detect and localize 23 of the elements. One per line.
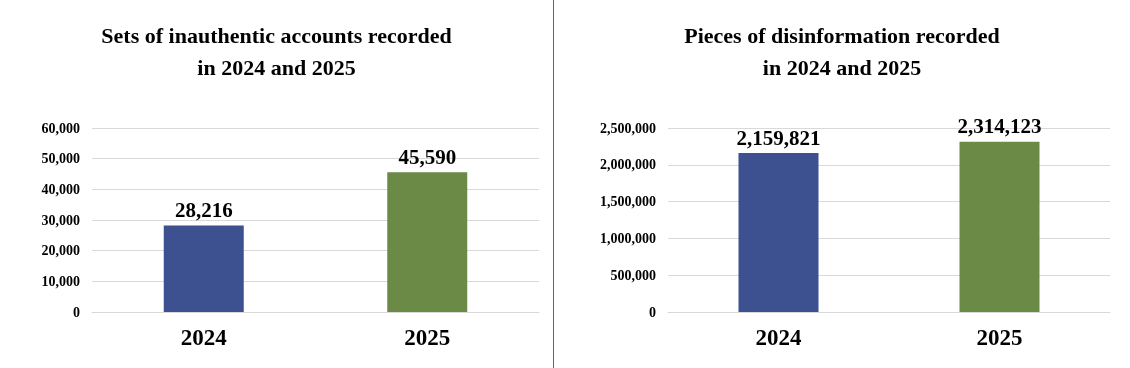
x-tick-label: 2025 (404, 325, 451, 350)
y-tick-label: 500,000 (610, 267, 656, 283)
y-tick-label: 10,000 (41, 273, 80, 289)
y-tick-label: 1,500,000 (600, 194, 656, 210)
data-label: 2,159,821 (736, 125, 821, 150)
y-tick-label: 0 (649, 304, 656, 320)
y-tick-label: 1,000,000 (600, 230, 656, 246)
x-tick-label: 2024 (755, 325, 802, 350)
x-tick-label: 2025 (976, 325, 1023, 350)
data-label: 28,216 (174, 197, 233, 222)
y-tick-label: 20,000 (41, 243, 80, 259)
chart-title: Pieces of disinformation recorded in 2024 and 2025 (684, 22, 1000, 80)
x-tick-label: 2024 (180, 325, 228, 350)
data-label: 2,314,123 (957, 114, 1042, 139)
y-tick-label: 60,000 (41, 120, 80, 136)
y-tick-label: 30,000 (41, 212, 80, 228)
y-tick-label: 2,000,000 (600, 157, 656, 173)
y-tick-label: 2,500,000 (600, 120, 656, 136)
data-label: 45,590 (398, 144, 457, 169)
y-tick-label: 40,000 (41, 181, 80, 197)
chart-title: Sets of inauthentic accounts recorded in 2024 and 2025 (101, 22, 452, 80)
y-tick-label: 0 (73, 304, 80, 320)
y-tick-label: 50,000 (41, 151, 80, 167)
